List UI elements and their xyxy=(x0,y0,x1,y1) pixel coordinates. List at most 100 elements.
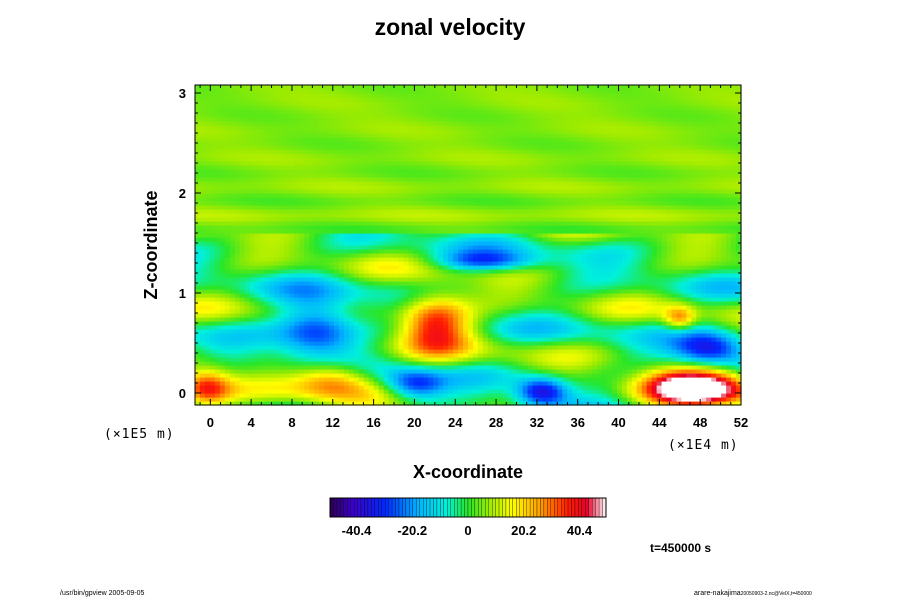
heatmap-cell xyxy=(214,109,221,114)
heatmap-cell xyxy=(259,113,266,118)
heatmap-cell xyxy=(234,233,241,238)
heatmap-cell xyxy=(448,373,454,378)
heatmap-cell xyxy=(279,281,285,286)
heatmap-cell xyxy=(244,161,251,166)
heatmap-cell xyxy=(482,381,489,386)
heatmap-cell xyxy=(492,149,499,154)
heatmap-cell xyxy=(274,281,280,286)
heatmap-cell xyxy=(492,393,499,398)
heatmap-cell xyxy=(443,325,449,330)
heatmap-cell xyxy=(383,169,390,174)
heatmap-cell xyxy=(244,257,251,262)
heatmap-cell xyxy=(388,365,395,370)
heatmap-cell xyxy=(234,221,241,226)
heatmap-cell xyxy=(358,269,365,274)
heatmap-cell xyxy=(383,145,390,150)
heatmap-cell xyxy=(214,253,221,258)
heatmap-cell xyxy=(269,317,276,322)
heatmap-cell xyxy=(244,141,251,146)
heatmap-cell xyxy=(373,293,380,298)
heatmap-cell xyxy=(329,389,335,394)
heatmap-cell xyxy=(224,165,231,170)
heatmap-cell xyxy=(309,201,315,206)
heatmap-cell xyxy=(284,377,290,382)
heatmap-cell xyxy=(343,273,350,278)
heatmap-cell xyxy=(195,253,201,258)
heatmap-cell xyxy=(373,345,380,350)
heatmap-cell xyxy=(254,281,261,286)
heatmap-cell xyxy=(304,201,310,206)
heatmap-cell xyxy=(492,161,499,166)
heatmap-cell xyxy=(463,241,469,246)
heatmap-cell xyxy=(403,189,410,194)
heatmap-cell xyxy=(433,385,439,390)
heatmap-cell xyxy=(388,321,395,326)
heatmap-cell xyxy=(348,241,355,246)
heatmap-cell xyxy=(199,289,206,294)
heatmap-cell xyxy=(299,241,305,246)
heatmap-cell xyxy=(234,297,241,302)
heatmap-cell xyxy=(314,393,320,398)
heatmap-cell xyxy=(428,113,434,118)
heatmap-cell xyxy=(199,269,206,274)
heatmap-cell xyxy=(393,389,400,394)
heatmap-cell xyxy=(373,117,380,122)
heatmap-cell xyxy=(239,209,246,214)
heatmap-cell xyxy=(259,305,266,310)
heatmap-cell xyxy=(418,389,424,394)
heatmap-cell xyxy=(234,101,241,106)
heatmap-cell xyxy=(492,221,499,226)
heatmap-cell xyxy=(254,125,261,130)
heatmap-cell xyxy=(448,173,454,178)
heatmap-cell xyxy=(433,149,439,154)
heatmap-cell xyxy=(224,181,231,186)
heatmap-cell xyxy=(254,209,261,214)
heatmap-cell xyxy=(199,349,206,354)
heatmap-cell xyxy=(329,141,335,146)
heatmap-cell xyxy=(209,401,216,406)
heatmap-cell xyxy=(458,257,464,262)
heatmap-cell xyxy=(279,237,285,242)
heatmap-cell xyxy=(279,273,285,278)
heatmap-cell xyxy=(239,201,246,206)
heatmap-cell xyxy=(363,333,370,338)
heatmap-cell xyxy=(443,205,449,210)
heatmap-cell xyxy=(199,85,206,90)
heatmap-cell xyxy=(413,121,419,126)
heatmap-cell xyxy=(438,325,444,330)
heatmap-cell xyxy=(482,209,489,214)
heatmap-cell xyxy=(329,149,335,154)
heatmap-cell xyxy=(329,229,335,234)
heatmap-cell xyxy=(304,137,310,142)
heatmap-cell xyxy=(224,237,231,242)
heatmap-cell xyxy=(319,201,325,206)
heatmap-cell xyxy=(279,213,285,218)
heatmap-cell xyxy=(214,85,221,90)
heatmap-cell xyxy=(209,233,216,238)
heatmap-cell xyxy=(428,269,434,274)
heatmap-cell xyxy=(274,241,280,246)
heatmap-cell xyxy=(463,305,469,310)
heatmap-cell xyxy=(403,133,410,138)
heatmap-cell xyxy=(368,205,375,210)
heatmap-cell xyxy=(309,225,315,230)
heatmap-cell xyxy=(229,281,236,286)
heatmap-cell xyxy=(239,249,246,254)
heatmap-cell xyxy=(314,269,320,274)
heatmap-cell xyxy=(438,257,444,262)
heatmap-cell xyxy=(363,385,370,390)
heatmap-cell xyxy=(453,209,459,214)
heatmap-cell xyxy=(284,181,290,186)
heatmap-cell xyxy=(274,209,280,214)
heatmap-cell xyxy=(244,89,251,94)
heatmap-cell xyxy=(487,277,494,282)
heatmap-cell xyxy=(204,245,211,250)
heatmap-cell xyxy=(383,241,390,246)
heatmap-cell xyxy=(204,313,211,318)
heatmap-cell xyxy=(383,277,390,282)
heatmap-cell xyxy=(264,277,271,282)
heatmap-cell xyxy=(482,277,489,282)
heatmap-cell xyxy=(264,125,271,130)
heatmap-cell xyxy=(284,289,290,294)
heatmap-cell xyxy=(448,337,454,342)
